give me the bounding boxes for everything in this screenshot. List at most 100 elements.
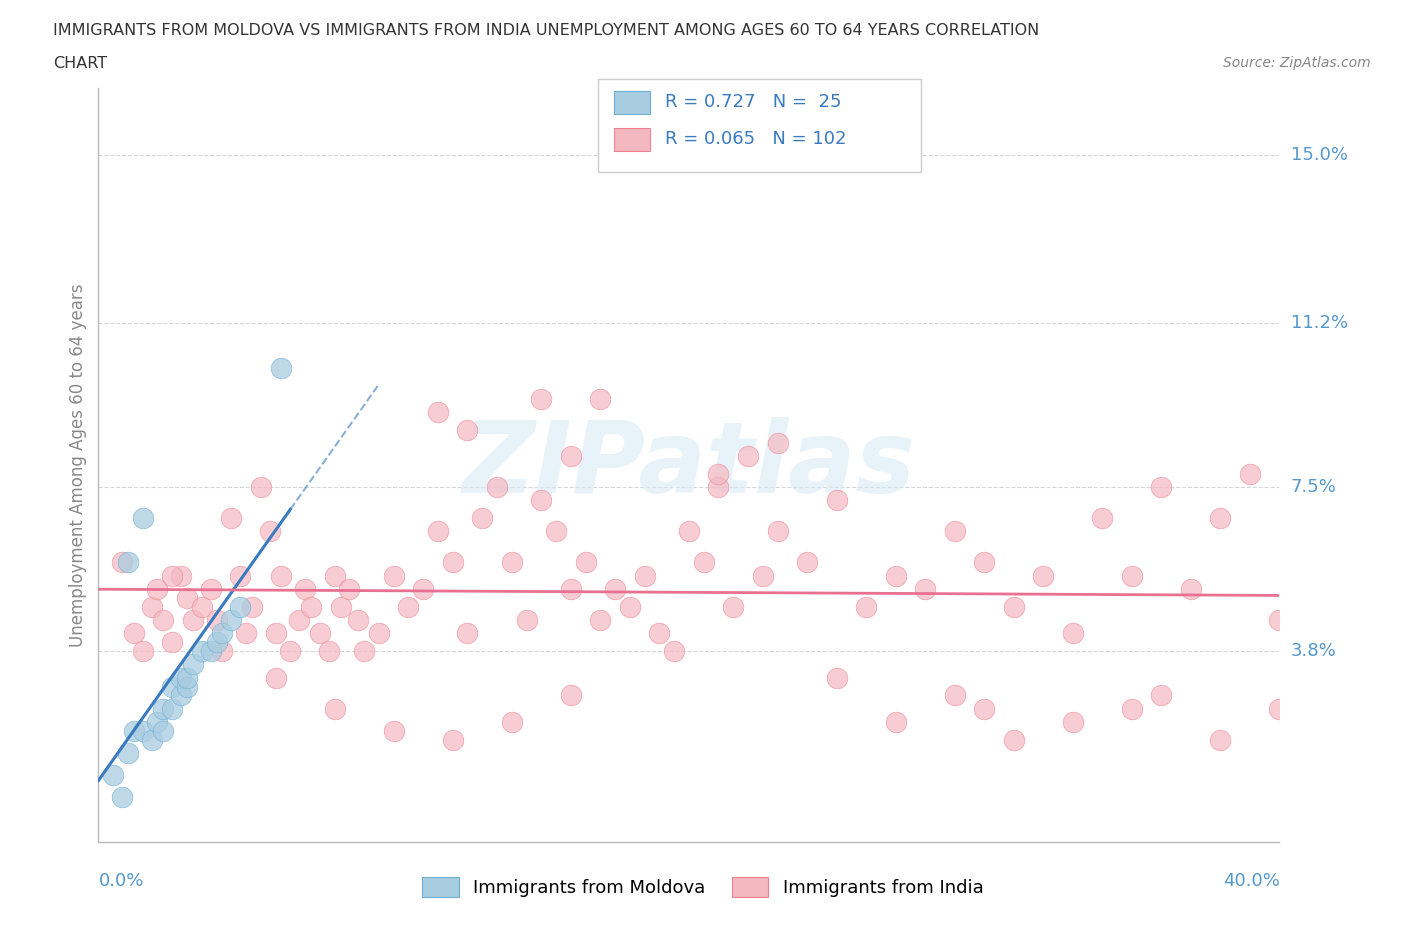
Point [973,555,995,570]
Point [1150,480,1173,495]
Point [589,613,612,628]
Point [288,613,311,628]
Point [141,599,163,614]
Point [678,524,700,538]
Point [441,555,464,570]
Point [382,724,405,738]
Y-axis label: Unemployment Among Ages 60 to 64 years: Unemployment Among Ages 60 to 64 years [69,284,87,646]
Legend: Immigrants from Moldova, Immigrants from India: Immigrants from Moldova, Immigrants from… [415,870,991,904]
Text: 40.0%: 40.0% [1223,872,1279,890]
Point [634,568,657,583]
Text: 0.0%: 0.0% [98,872,143,890]
Point [619,599,641,614]
Text: IMMIGRANTS FROM MOLDOVA VS IMMIGRANTS FROM INDIA UNEMPLOYMENT AMONG AGES 60 TO 6: IMMIGRANTS FROM MOLDOVA VS IMMIGRANTS FR… [53,23,1039,38]
Point [575,555,598,570]
Point [191,599,214,614]
Point [170,568,193,583]
Point [205,613,228,628]
Point [457,422,479,437]
Point [766,524,789,538]
Point [1002,732,1025,747]
Point [382,568,405,583]
Point [973,701,995,716]
Point [211,626,233,641]
Point [486,480,509,495]
Point [294,581,316,596]
Point [162,568,183,583]
Text: CHART: CHART [53,56,107,71]
Point [560,688,582,703]
Point [309,626,332,641]
Point [707,467,730,482]
Point [884,714,907,729]
Point [259,524,281,538]
Point [1062,714,1084,729]
Point [353,644,375,658]
Point [132,511,155,525]
Point [1002,599,1025,614]
Point [280,644,302,658]
Point [368,626,391,641]
Point [825,493,848,508]
Point [766,435,789,450]
Point [146,581,169,596]
Point [1268,701,1291,716]
Point [427,524,450,538]
Point [339,581,361,596]
Point [264,671,287,685]
Point [205,635,228,650]
Point [752,568,775,583]
Point [250,480,273,495]
Text: Source: ZipAtlas.com: Source: ZipAtlas.com [1223,56,1371,70]
Point [152,701,174,716]
Point [146,714,169,729]
Text: ZIPatlas: ZIPatlas [463,417,915,513]
Point [501,555,523,570]
Point [796,555,818,570]
Text: R = 0.727   N =  25: R = 0.727 N = 25 [665,93,842,112]
Point [229,599,252,614]
Point [162,635,183,650]
Point [191,644,214,658]
Point [211,644,233,658]
Point [181,613,204,628]
Point [1150,688,1173,703]
Point [152,613,174,628]
Point [546,524,568,538]
Text: 11.2%: 11.2% [1291,314,1348,332]
Point [318,644,340,658]
Text: 15.0%: 15.0% [1291,146,1347,164]
Point [412,581,434,596]
Point [884,568,907,583]
Point [648,626,671,641]
Point [235,626,257,641]
Point [1180,581,1202,596]
Point [943,688,966,703]
Point [398,599,420,614]
Point [176,671,198,685]
Point [825,671,848,685]
Point [589,392,612,406]
Point [501,714,523,729]
Text: 3.8%: 3.8% [1291,642,1336,660]
Point [170,688,193,703]
Point [132,644,155,658]
Point [707,480,730,495]
Point [1268,613,1291,628]
Point [605,581,627,596]
Point [1121,568,1143,583]
Point [264,626,287,641]
Point [111,555,134,570]
Point [323,568,346,583]
Point [152,724,174,738]
Point [664,644,686,658]
Point [103,768,125,783]
Point [737,448,759,463]
Point [176,679,198,694]
Point [170,671,193,685]
Point [1209,511,1232,525]
Point [221,511,243,525]
Point [1032,568,1054,583]
Point [122,626,145,641]
Point [530,392,553,406]
